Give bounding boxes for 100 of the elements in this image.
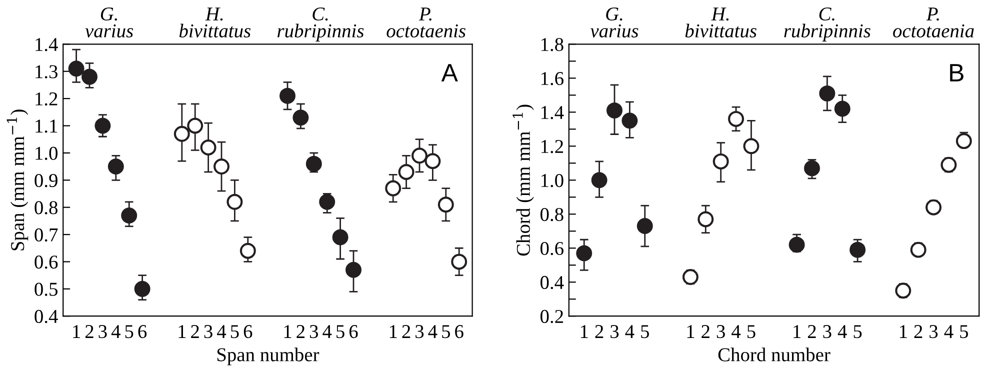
- x-tick-label: 6: [349, 325, 358, 338]
- x-axis-title: Chord number: [718, 348, 830, 362]
- y-tick-label: 0.7: [34, 228, 58, 242]
- y-tick-label: 1.4: [36, 38, 58, 52]
- x-tick-label: 3: [716, 325, 725, 338]
- x-tick-label: 1: [390, 325, 397, 338]
- x-tick-label: 5: [125, 325, 134, 338]
- x-tick-label: 4: [944, 325, 954, 338]
- text: P. octotaenia: [893, 8, 974, 38]
- point: [68, 60, 84, 77]
- x-tick-label: 5: [960, 325, 968, 338]
- point: [940, 156, 957, 173]
- x-tick-label: 3: [416, 325, 424, 338]
- text: C. rubripinnis: [278, 7, 364, 42]
- y-tick-label: 1.0: [541, 174, 564, 188]
- x-tick-label: 5: [854, 325, 862, 338]
- point: [240, 242, 256, 259]
- point: [94, 118, 111, 134]
- point: [412, 148, 428, 164]
- point: [121, 208, 138, 224]
- x-axis-title: Span number: [217, 348, 320, 366]
- point: [187, 118, 204, 134]
- x-tick-label: 3: [610, 325, 619, 338]
- x-tick-label: 2: [296, 325, 304, 338]
- x-tick-label: 4: [625, 325, 634, 338]
- point: [910, 242, 926, 258]
- x-tick-label: 1: [178, 325, 186, 338]
- point: [134, 280, 150, 297]
- y-tick-label: 1.8: [541, 38, 564, 52]
- y-tick-label: 0.9: [34, 174, 58, 188]
- point: [576, 245, 592, 262]
- text: P. octotaenis: [386, 8, 466, 38]
- point: [819, 85, 836, 102]
- point: [451, 254, 468, 270]
- x-tick-label: 4: [428, 325, 438, 338]
- point: [788, 236, 805, 253]
- point: [606, 102, 622, 118]
- y-tick-label: 1.0: [36, 146, 58, 160]
- y-tick-label: 0.6: [540, 242, 564, 256]
- x-tick-label: 6: [455, 325, 464, 338]
- x-tick-label: 3: [823, 325, 832, 338]
- x-tick-label: 2: [914, 325, 922, 338]
- x-tick-label: 5: [747, 325, 756, 338]
- y-tick-label: 1.2: [541, 140, 563, 154]
- y-tick-label: 1.6: [541, 72, 564, 86]
- x-tick-label: 2: [85, 325, 94, 338]
- point: [398, 164, 414, 180]
- point: [591, 172, 608, 188]
- point: [636, 218, 653, 234]
- point: [385, 180, 402, 196]
- x-tick-label: 4: [838, 325, 847, 338]
- point: [214, 158, 230, 175]
- text: G. varius: [85, 7, 134, 38]
- y-tick-label: 1.1: [36, 120, 58, 133]
- point: [226, 194, 243, 210]
- point: [292, 110, 309, 126]
- y-tick-label: 1.2: [36, 92, 58, 106]
- x-tick-label: 6: [244, 325, 252, 338]
- y-tick-label: 0.8: [540, 208, 564, 222]
- y-tick-label: 0.4: [540, 276, 564, 290]
- x-tick-label: 3: [204, 325, 212, 338]
- x-tick-label: 5: [442, 325, 450, 338]
- point: [834, 100, 850, 117]
- point: [804, 160, 820, 176]
- x-tick-label: 1: [73, 325, 80, 338]
- annotation: A: [441, 64, 458, 82]
- x-tick-label: 1: [794, 325, 800, 338]
- y-tick-label: 0.2: [540, 310, 563, 324]
- point: [306, 156, 322, 172]
- point: [682, 269, 698, 286]
- x-tick-label: 5: [641, 325, 649, 338]
- point: [280, 88, 296, 104]
- x-tick-label: 6: [138, 325, 147, 338]
- x-tick-label: 2: [402, 325, 410, 338]
- text: C. rubripinnis: [784, 7, 870, 42]
- text: H. bivittatus: [685, 8, 756, 38]
- x-tick-label: 5: [336, 325, 344, 338]
- point: [174, 126, 190, 142]
- y-tick-label: 0.5: [34, 282, 58, 296]
- annotation: B: [950, 64, 964, 82]
- point: [850, 242, 866, 258]
- point: [712, 153, 729, 170]
- y-axis-title: Span (mm mm$^{−1}$): [6, 110, 28, 250]
- x-tick-label: 4: [732, 325, 741, 338]
- x-tick-label: 4: [111, 325, 120, 338]
- y-tick-label: 1.3: [36, 65, 58, 78]
- y-tick-label: 1.4: [541, 106, 564, 120]
- x-tick-label: 2: [702, 325, 710, 338]
- point: [895, 282, 912, 299]
- x-tick-label: 2: [191, 325, 199, 338]
- x-tick-label: 1: [687, 325, 694, 338]
- x-tick-label: 1: [900, 325, 907, 338]
- point: [743, 138, 760, 154]
- point: [319, 194, 336, 210]
- point: [728, 110, 744, 127]
- x-tick-label: 2: [808, 325, 816, 338]
- text: G. varius: [590, 7, 638, 38]
- point: [438, 196, 454, 213]
- y-tick-label: 0.8: [34, 201, 58, 214]
- y-axis-title: Chord (mm mm$^{−1}$): [512, 104, 534, 256]
